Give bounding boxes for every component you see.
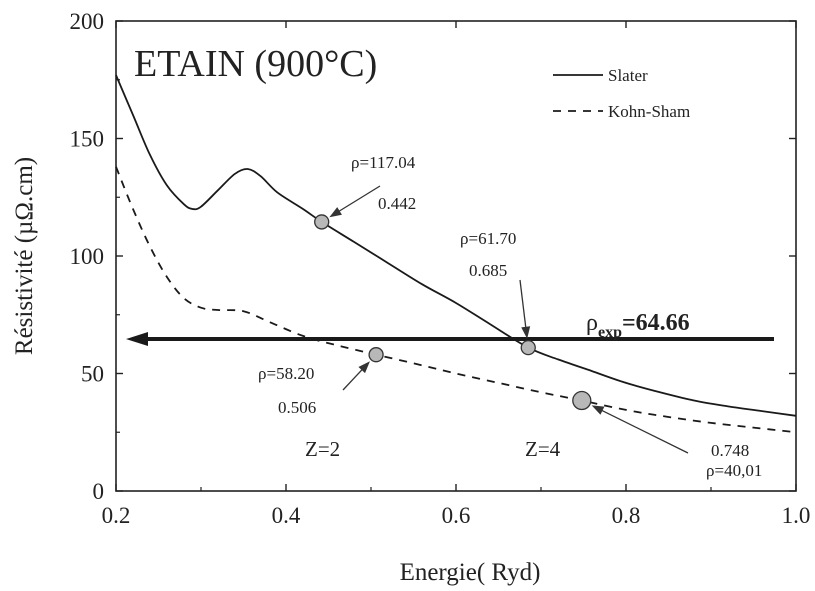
y-tick-label-0: 0 (93, 479, 105, 504)
x-axis-title: Energie( Ryd) (400, 559, 541, 586)
annotation-energy-1: 0.442 (378, 194, 416, 213)
data-point-marker-3 (368, 347, 384, 363)
annotation-arrowhead-2 (521, 326, 531, 339)
annotation-rho-4: ρ=40,01 (706, 461, 762, 480)
legend-label-slater: Slater (608, 66, 648, 85)
annotation-arrow-3 (342, 366, 365, 391)
legend: Slater Kohn-Sham (553, 66, 690, 121)
data-point-marker-1 (314, 214, 330, 230)
rho-exp-label: ρexp=64.66 (586, 310, 690, 341)
data-point-marker-4 (572, 390, 592, 411)
annotation-energy-4: 0.748 (711, 441, 749, 460)
annotation-rho-3: ρ=58.20 (258, 364, 314, 383)
x-tick-label-3: 0.8 (612, 503, 641, 528)
annotation-energy-3: 0.506 (278, 398, 316, 417)
y-tick-label-3: 150 (70, 127, 105, 152)
y-axis-title: Résistivité (µΩ.cm) (11, 157, 38, 355)
x-tick-label-1: 0.4 (272, 503, 301, 528)
x-tick-label-0: 0.2 (102, 503, 131, 528)
annotation-arrowhead-3 (358, 361, 370, 374)
chart-title: ETAIN (900°C) (134, 43, 377, 85)
annotation-rho-2: ρ=61.70 (460, 229, 516, 248)
y-tick-label-4: 200 (70, 9, 105, 34)
x-tick-label-4: 1.0 (782, 503, 811, 528)
annotation-arrow-1 (335, 185, 381, 214)
series-line-slater (115, 74, 797, 417)
z-label-4: Z=4 (525, 437, 561, 461)
rho-exp-subscript: exp (598, 324, 622, 341)
annotation-arrow-2 (519, 279, 527, 331)
series-line-kohn-sham (115, 166, 797, 434)
legend-label-kohn-sham: Kohn-Sham (608, 102, 690, 121)
data-point-marker-2 (520, 339, 536, 356)
annotation-arrowhead-4 (591, 405, 605, 415)
y-tick-label-2: 100 (70, 244, 105, 269)
z-label-2: Z=2 (305, 437, 340, 461)
y-tick-label-1: 50 (81, 362, 104, 387)
annotation-rho-1: ρ=117.04 (351, 153, 416, 172)
annotation-energy-2: 0.685 (469, 261, 507, 280)
annotation-arrow-4 (598, 408, 689, 454)
annotation-arrowhead-1 (329, 207, 342, 218)
x-tick-label-2: 0.6 (442, 503, 471, 528)
rho-exp-arrowhead (126, 332, 148, 347)
